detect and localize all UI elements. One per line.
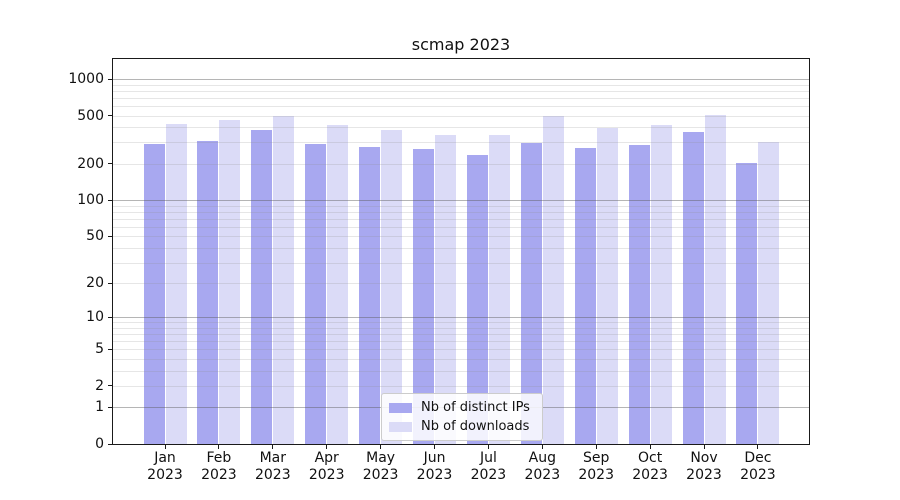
bar-distinct-ips-apr: [305, 143, 327, 444]
legend-label-distinct-ips: Nb of distinct IPs: [421, 400, 530, 415]
bar-downloads-oct: [650, 124, 672, 444]
x-tick-mark: [164, 444, 166, 449]
x-tick-mark: [595, 444, 597, 449]
bar-downloads-mar: [273, 115, 295, 444]
y-tick-label: 10: [86, 309, 104, 326]
x-tick-label: Feb 2023: [201, 450, 237, 483]
y-tick-mark: [108, 235, 113, 237]
y-tick-mark: [108, 348, 113, 350]
x-tick-mark: [326, 444, 328, 449]
bar-downloads-apr: [327, 124, 349, 444]
x-tick-label: Sep 2023: [578, 450, 614, 483]
y-tick-mark: [108, 385, 113, 387]
x-tick-mark: [380, 444, 382, 449]
x-tick-label: Jul 2023: [470, 450, 507, 483]
x-tick-label: Aug 2023: [524, 450, 561, 483]
x-tick-label: Apr 2023: [308, 450, 345, 483]
plot-area: Nb of distinct IPs Nb of downloads: [112, 58, 810, 445]
bar-downloads-sep: [596, 127, 618, 444]
x-tick-mark: [487, 444, 489, 449]
y-tick-mark: [108, 163, 113, 165]
y-tick-label: 100: [77, 192, 104, 209]
x-tick-mark: [703, 444, 705, 449]
bar-downloads-may: [381, 129, 403, 444]
legend-item-downloads: Nb of downloads: [389, 419, 530, 434]
x-tick-label: Mar 2023: [254, 450, 291, 483]
y-tick-label: 2: [95, 377, 104, 394]
y-tick-label: 5: [95, 341, 104, 358]
bar-distinct-ips-dec: [736, 162, 758, 444]
bar-downloads-jun: [435, 134, 456, 444]
x-tick-label: Dec 2023: [740, 450, 776, 483]
y-tick-label: 1: [95, 399, 104, 416]
x-tick-mark: [272, 444, 274, 449]
y-tick-mark: [108, 282, 113, 284]
bar-downloads-aug: [542, 116, 564, 444]
y-tick-mark: [108, 78, 113, 80]
x-tick-mark: [649, 444, 651, 449]
bar-downloads-nov: [704, 114, 726, 444]
bar-distinct-ips-may: [359, 146, 381, 444]
y-tick-label: 50: [86, 228, 104, 245]
y-tick-mark: [108, 199, 113, 201]
bar-distinct-ips-nov: [682, 132, 704, 444]
x-tick-label: May 2023: [362, 450, 399, 483]
x-tick-mark: [757, 444, 759, 449]
x-tick-label: Jun 2023: [416, 450, 453, 483]
bar-distinct-ips-mar: [251, 130, 273, 444]
x-tick-label: Oct 2023: [632, 450, 668, 483]
bar-downloads-dec: [758, 142, 780, 444]
y-tick-label: 200: [77, 155, 104, 172]
chart-title: scmap 2023: [411, 35, 511, 54]
y-tick-mark: [108, 406, 113, 408]
x-tick-label: Nov 2023: [686, 450, 722, 483]
y-tick-label: 500: [77, 107, 104, 124]
bar-downloads-jan: [165, 123, 187, 444]
y-tick-label: 1000: [68, 71, 104, 87]
bar-distinct-ips-aug: [520, 143, 542, 444]
y-tick-mark: [108, 316, 113, 318]
bar-distinct-ips-jun: [413, 148, 434, 444]
x-tick-mark: [434, 444, 435, 449]
bars-layer: [113, 59, 809, 444]
bar-distinct-ips-oct: [628, 144, 650, 444]
legend-label-downloads: Nb of downloads: [421, 419, 530, 434]
y-tick-label: 20: [86, 275, 104, 292]
x-tick-mark: [218, 444, 220, 449]
bar-distinct-ips-sep: [574, 147, 596, 444]
x-tick-label: Jan 2023: [147, 450, 183, 483]
bar-distinct-ips-feb: [197, 140, 219, 444]
bar-distinct-ips-jan: [143, 143, 165, 444]
bar-downloads-jul: [488, 134, 510, 444]
legend-swatch-distinct-ips: [389, 402, 412, 413]
bar-distinct-ips-jul: [466, 154, 488, 444]
legend-item-distinct-ips: Nb of distinct IPs: [389, 400, 530, 415]
y-tick-mark: [108, 443, 113, 445]
legend-swatch-downloads: [389, 421, 412, 432]
y-tick-mark: [108, 115, 113, 117]
x-tick-mark: [541, 444, 543, 449]
y-tick-label: 0: [95, 436, 104, 452]
legend: Nb of distinct IPs Nb of downloads: [381, 393, 543, 441]
bar-downloads-feb: [219, 119, 241, 444]
